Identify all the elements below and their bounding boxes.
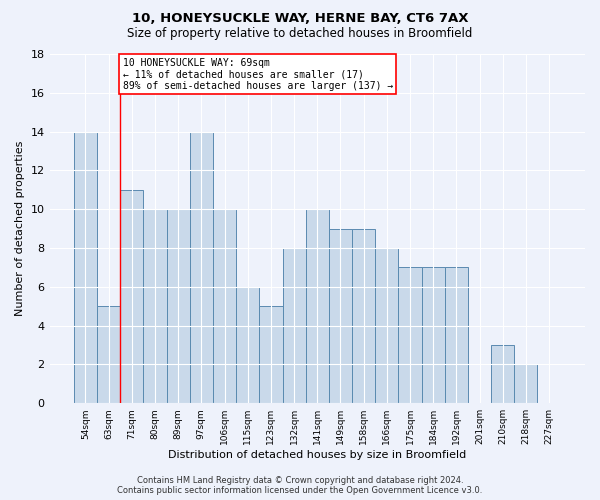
Bar: [190, 132, 213, 403]
Bar: [375, 248, 398, 403]
Bar: [352, 228, 375, 403]
Text: 10 HONEYSUCKLE WAY: 69sqm
← 11% of detached houses are smaller (17)
89% of semi-: 10 HONEYSUCKLE WAY: 69sqm ← 11% of detac…: [122, 58, 393, 91]
Y-axis label: Number of detached properties: Number of detached properties: [15, 141, 25, 316]
Bar: [213, 209, 236, 403]
Bar: [283, 248, 305, 403]
Bar: [445, 268, 468, 403]
Bar: [167, 209, 190, 403]
Text: Contains HM Land Registry data © Crown copyright and database right 2024.
Contai: Contains HM Land Registry data © Crown c…: [118, 476, 482, 495]
Bar: [74, 132, 97, 403]
Text: 10, HONEYSUCKLE WAY, HERNE BAY, CT6 7AX: 10, HONEYSUCKLE WAY, HERNE BAY, CT6 7AX: [132, 12, 468, 26]
Bar: [422, 268, 445, 403]
X-axis label: Distribution of detached houses by size in Broomfield: Distribution of detached houses by size …: [168, 450, 466, 460]
Bar: [236, 287, 259, 403]
Bar: [491, 345, 514, 403]
Text: Size of property relative to detached houses in Broomfield: Size of property relative to detached ho…: [127, 28, 473, 40]
Bar: [305, 209, 329, 403]
Bar: [143, 209, 167, 403]
Bar: [514, 364, 538, 403]
Bar: [398, 268, 422, 403]
Bar: [120, 190, 143, 403]
Bar: [97, 306, 120, 403]
Bar: [329, 228, 352, 403]
Bar: [259, 306, 283, 403]
